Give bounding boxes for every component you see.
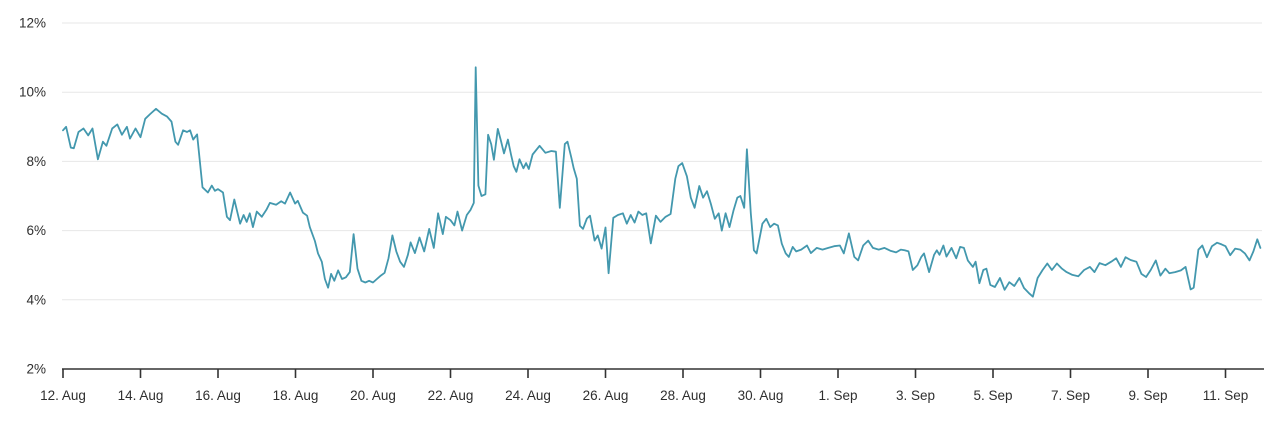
y-axis-tick-label: 8% bbox=[26, 154, 46, 169]
x-axis-tick-label: 24. Aug bbox=[505, 388, 551, 403]
x-axis-tick-label: 18. Aug bbox=[273, 388, 319, 403]
x-axis-tick-label: 28. Aug bbox=[660, 388, 706, 403]
x-axis-tick-label: 11. Sep bbox=[1203, 388, 1249, 403]
y-axis-labels-group: 12% 10% 8% 6% 4% 2% bbox=[19, 16, 46, 377]
gridlines-group bbox=[62, 22, 1262, 301]
x-axis-tick-label: 12. Aug bbox=[40, 388, 86, 403]
y-axis-tick-label: 12% bbox=[19, 16, 46, 31]
x-axis-group: 12. Aug 14. Aug 16. Aug 18. Aug 20. Aug 22. A… bbox=[40, 368, 1264, 403]
x-axis-tick-label: 3. Sep bbox=[896, 388, 935, 403]
x-axis-tick-label: 5. Sep bbox=[973, 388, 1012, 403]
y-axis-tick-label: 10% bbox=[19, 85, 46, 100]
data-line bbox=[62, 66, 1262, 298]
x-axis-tick-label: 26. Aug bbox=[583, 388, 629, 403]
y-axis-tick-label: 2% bbox=[26, 362, 46, 377]
x-axis-tick-label: 7. Sep bbox=[1051, 388, 1090, 403]
x-axis-tick-label: 22. Aug bbox=[428, 388, 474, 403]
x-axis-tick-label: 1. Sep bbox=[818, 388, 857, 403]
x-axis-tick-label: 30. Aug bbox=[738, 388, 784, 403]
x-axis-tick-label: 16. Aug bbox=[195, 388, 241, 403]
x-axis-tick-label: 20. Aug bbox=[350, 388, 396, 403]
data-series-group bbox=[62, 66, 1262, 298]
y-axis-tick-label: 6% bbox=[26, 223, 46, 238]
y-axis-tick-label: 4% bbox=[26, 292, 46, 307]
x-axis-tick-label: 14. Aug bbox=[118, 388, 164, 403]
x-axis-tick-label: 9. Sep bbox=[1128, 388, 1167, 403]
